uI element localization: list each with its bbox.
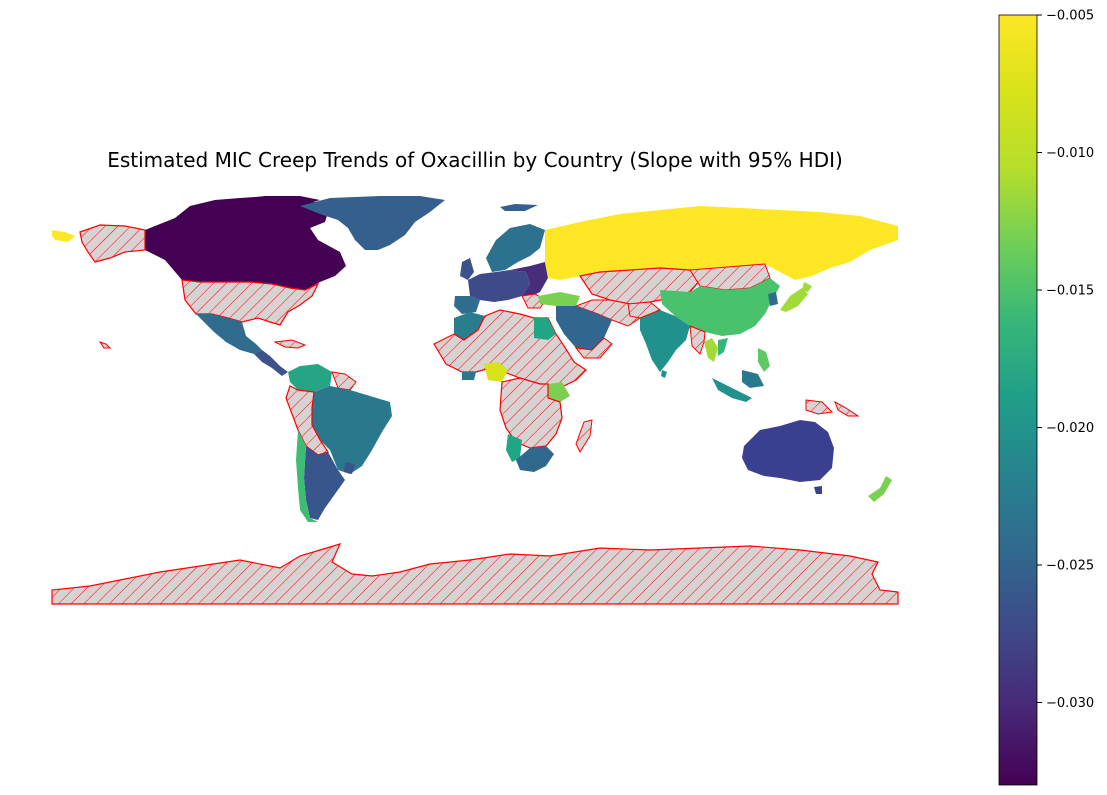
country-south-africa [516, 446, 554, 472]
colorbar-tick-label: −0.010 [1046, 146, 1094, 161]
country-thailand [704, 338, 718, 362]
country-iberia [454, 296, 480, 314]
region-pakistan [627, 301, 661, 319]
colorbar-ticks: −0.005 −0.010 −0.015 −0.020 −0.025 −0.030 [1037, 9, 1094, 711]
country-sri-lanka [661, 370, 667, 378]
colorbar-tick-label: −0.025 [1046, 559, 1094, 574]
region-central-africa [499, 377, 563, 449]
country-greenland [300, 196, 445, 250]
country-arabia [556, 306, 612, 350]
country-mexico [196, 314, 262, 354]
country-north-africa [454, 312, 485, 340]
region-hawaii [98, 341, 112, 349]
country-australia [742, 420, 834, 482]
country-vietnam [718, 338, 728, 356]
country-ghana [462, 372, 476, 380]
colorbar-tick-label: −0.015 [1046, 284, 1094, 299]
country-kenya [548, 382, 570, 402]
country-china [660, 278, 780, 336]
country-japan-north [802, 282, 812, 292]
region-caribbean [273, 339, 307, 349]
country-india [640, 310, 690, 372]
region-alaska [79, 224, 146, 263]
colorbar-tick-label: −0.005 [1046, 9, 1094, 24]
country-namibia [506, 434, 522, 462]
country-turkey [538, 292, 580, 306]
country-tasmania [814, 486, 822, 494]
country-uk [460, 258, 474, 280]
region-papua [805, 399, 834, 415]
country-russia [545, 206, 898, 280]
country-eastern-europe [510, 262, 548, 298]
colorbar-gradient [998, 14, 1038, 786]
country-new-zealand [868, 476, 892, 502]
country-scandinavia [486, 224, 545, 272]
country-central-america [254, 350, 288, 376]
country-europe-west [468, 270, 530, 302]
country-colombia-venezuela [288, 364, 332, 392]
country-indonesia [712, 378, 752, 402]
country-chile [296, 430, 318, 522]
country-svalbard [500, 204, 538, 211]
region-myanmar [689, 325, 706, 355]
region-yemen [574, 337, 613, 359]
country-philippines [758, 348, 770, 372]
country-korea [768, 292, 778, 306]
region-usa [181, 279, 320, 326]
region-madagascar [575, 419, 593, 454]
region-guyanas [331, 371, 357, 391]
country-nigeria [484, 362, 508, 382]
country-brazil [312, 386, 392, 474]
map-title: Estimated MIC Creep Trends of Oxacillin … [107, 148, 843, 172]
country-uruguay [344, 462, 355, 474]
region-antarctica [51, 543, 899, 605]
country-canada-islands [180, 196, 320, 215]
country-borneo [742, 370, 764, 388]
region-chukotka-west [52, 230, 75, 242]
colorbar-tick-label: −0.030 [1046, 696, 1094, 711]
country-egypt [534, 318, 556, 340]
country-canada [145, 196, 346, 290]
colorbar-tick-label: −0.020 [1046, 421, 1094, 436]
country-argentina [304, 446, 345, 520]
country-japan [780, 288, 808, 312]
region-pacific-islands [834, 400, 860, 417]
